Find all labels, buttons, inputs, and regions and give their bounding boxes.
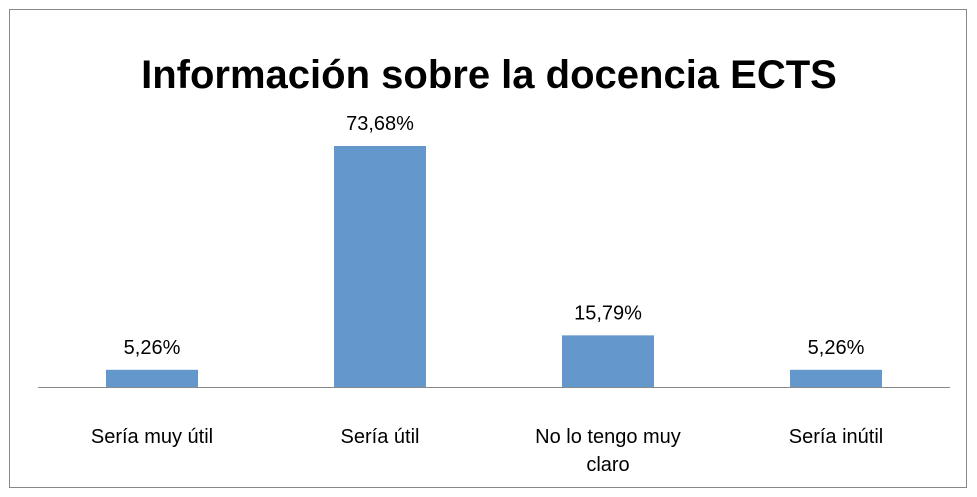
- bar: [790, 369, 882, 387]
- bar: [334, 146, 426, 387]
- chart-border: [9, 9, 967, 488]
- x-tick-label: Sería muy útil: [90, 426, 214, 448]
- bar: [562, 335, 654, 387]
- x-tick-label: Sería inútil: [788, 426, 884, 448]
- bar: [106, 369, 198, 387]
- data-label: 15,79%: [574, 302, 642, 324]
- data-label: 73,68%: [346, 113, 414, 135]
- data-label: 5,26%: [808, 337, 865, 359]
- data-label: 5,26%: [124, 337, 181, 359]
- x-tick-label: No lo tengo muy claro: [535, 426, 681, 476]
- x-tick-label: Sería útil: [340, 426, 420, 448]
- chart-title: Información sobre la docencia ECTS: [141, 53, 837, 97]
